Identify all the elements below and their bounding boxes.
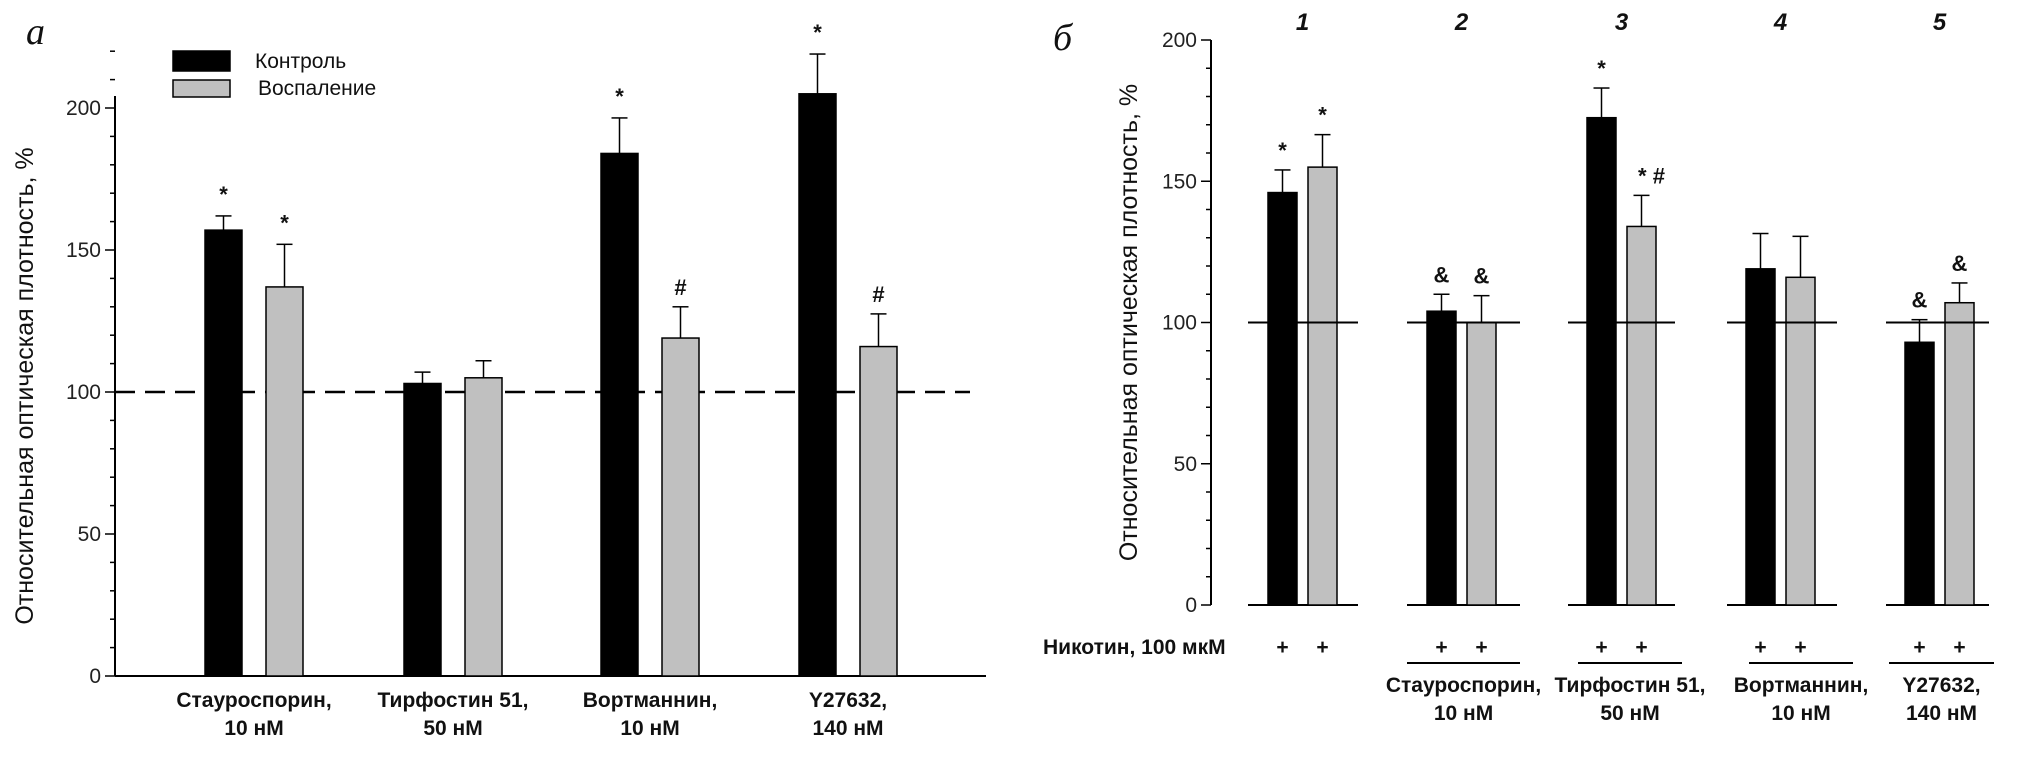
nicotine-plus-mark: + (1316, 636, 1328, 659)
x-tick-label: Тирфостин 51, (1555, 674, 1706, 697)
x-tick-label: Вортманнин, (1734, 674, 1869, 697)
bar (600, 152, 639, 677)
legend-label-control: Контроль (255, 50, 346, 73)
y-tick-label: 150 (1162, 170, 1197, 193)
significance-mark: & (1474, 264, 1490, 289)
group-number: 5 (1933, 9, 1947, 36)
bar (1944, 301, 1975, 606)
y-tick-label: 150 (66, 239, 101, 262)
nicotine-plus-mark: + (1595, 636, 1607, 659)
significance-mark: & (1434, 262, 1450, 287)
significance-mark: & (1912, 288, 1928, 313)
significance-mark: * (280, 210, 289, 235)
significance-mark: # (674, 275, 686, 300)
x-tick-label: 10 нМ (620, 717, 679, 740)
significance-mark: * (1318, 103, 1327, 128)
bar (1904, 341, 1935, 606)
x-tick-label: Тирфостин 51, (378, 689, 529, 712)
legend-label-inflammation: Воспаление (258, 77, 376, 100)
bar (1745, 268, 1776, 606)
nicotine-plus-mark: + (1754, 636, 1766, 659)
y-tick-label: 200 (1162, 29, 1197, 52)
nicotine-plus-mark: + (1475, 636, 1487, 659)
significance-mark: & (1952, 251, 1968, 276)
bar (1267, 191, 1298, 606)
x-tick-label: 50 нМ (1600, 702, 1659, 725)
significance-mark: * (813, 20, 822, 45)
x-tick-label: 140 нМ (1906, 702, 1977, 725)
nicotine-plus-mark: + (1435, 636, 1447, 659)
bar (265, 286, 304, 677)
group-number: 2 (1454, 9, 1469, 36)
significance-mark: * (615, 84, 624, 109)
y-tick-label: 100 (66, 381, 101, 404)
y-tick-label: 200 (66, 97, 101, 120)
bar (798, 93, 837, 677)
x-tick-label: Стауроспорин, (176, 689, 331, 712)
legend-swatch-control (172, 50, 231, 72)
significance-mark: * (1597, 56, 1606, 81)
significance-mark: * (219, 182, 228, 207)
panel-label: а (26, 11, 45, 53)
x-tick-label: Вортманнин, (583, 689, 718, 712)
y-tick-label: 0 (1185, 594, 1197, 617)
x-tick-label: 10 нМ (1434, 702, 1493, 725)
significance-mark: # (872, 282, 884, 307)
nicotine-plus-mark: + (1913, 636, 1925, 659)
bar (1307, 166, 1338, 606)
y-tick-label: 50 (78, 523, 101, 546)
bar (1466, 321, 1497, 606)
x-tick-label: Y27632, (809, 689, 887, 712)
y-tick-label: 0 (89, 665, 101, 688)
x-tick-label: 50 нМ (423, 717, 482, 740)
legend-swatch-inflammation (172, 79, 231, 98)
group-number: 1 (1296, 9, 1309, 36)
bar (661, 337, 700, 677)
group-number: 3 (1615, 9, 1629, 36)
x-tick-label: 10 нМ (224, 717, 283, 740)
nicotine-plus-mark: + (1953, 636, 1965, 659)
significance-mark: * (1278, 138, 1287, 163)
nicotine-plus-mark: + (1276, 636, 1288, 659)
y-axis-label: Относительная оптическая плотность, % (11, 147, 39, 624)
bar (859, 345, 898, 677)
bar (403, 382, 442, 677)
y-tick-label: 100 (1162, 312, 1197, 335)
x-tick-label: 140 нМ (812, 717, 883, 740)
y-axis-label: Относительная оптическая плотность, % (1115, 84, 1143, 561)
bar (1586, 116, 1617, 606)
nicotine-plus-mark: + (1794, 636, 1806, 659)
bar (204, 229, 243, 677)
bar (464, 377, 503, 677)
bar (1626, 225, 1657, 606)
bar (1426, 310, 1457, 606)
significance-mark: * # (1638, 163, 1665, 188)
y-tick-label: 50 (1174, 453, 1197, 476)
row-label-nicotine: Никотин, 100 мкМ (1043, 636, 1226, 659)
panel-label: б (1053, 17, 1074, 59)
x-tick-label: Y27632, (1902, 674, 1980, 697)
group-number: 4 (1773, 9, 1787, 36)
nicotine-plus-mark: + (1635, 636, 1647, 659)
x-tick-label: 10 нМ (1771, 702, 1830, 725)
bar (1785, 276, 1816, 606)
x-tick-label: Стауроспорин, (1386, 674, 1541, 697)
